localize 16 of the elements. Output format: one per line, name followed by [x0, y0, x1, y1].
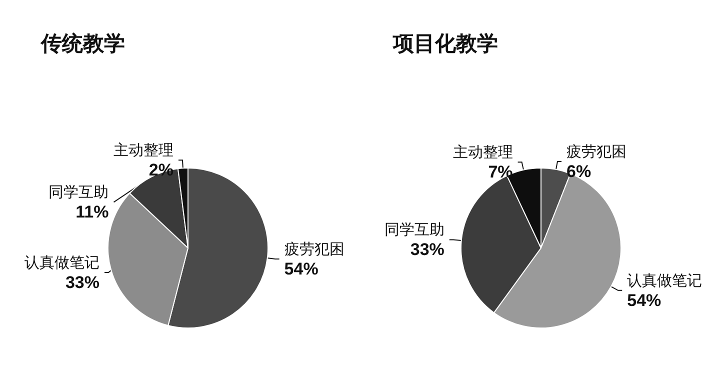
slice-label: 主动整理	[113, 141, 174, 160]
slice-label: 认真做笔记	[24, 254, 100, 272]
data-label: 6%	[566, 162, 592, 182]
slice-label: 同学互助	[48, 183, 109, 202]
slice-label: 主动整理	[452, 143, 513, 162]
slice-label: 疲劳犯困	[566, 142, 626, 161]
data-label: 54%	[627, 290, 662, 310]
chart-title: 项目化教学	[392, 32, 498, 56]
chart-title: 传统教学	[40, 32, 125, 56]
slice-label: 认真做笔记	[627, 271, 702, 290]
data-label: 33%	[65, 273, 100, 292]
slice-label: 疲劳犯困	[284, 240, 344, 258]
data-label: 33%	[410, 240, 444, 260]
data-label: 54%	[284, 260, 318, 279]
slice-label: 同学互助	[384, 220, 444, 239]
data-label: 11%	[76, 202, 109, 222]
